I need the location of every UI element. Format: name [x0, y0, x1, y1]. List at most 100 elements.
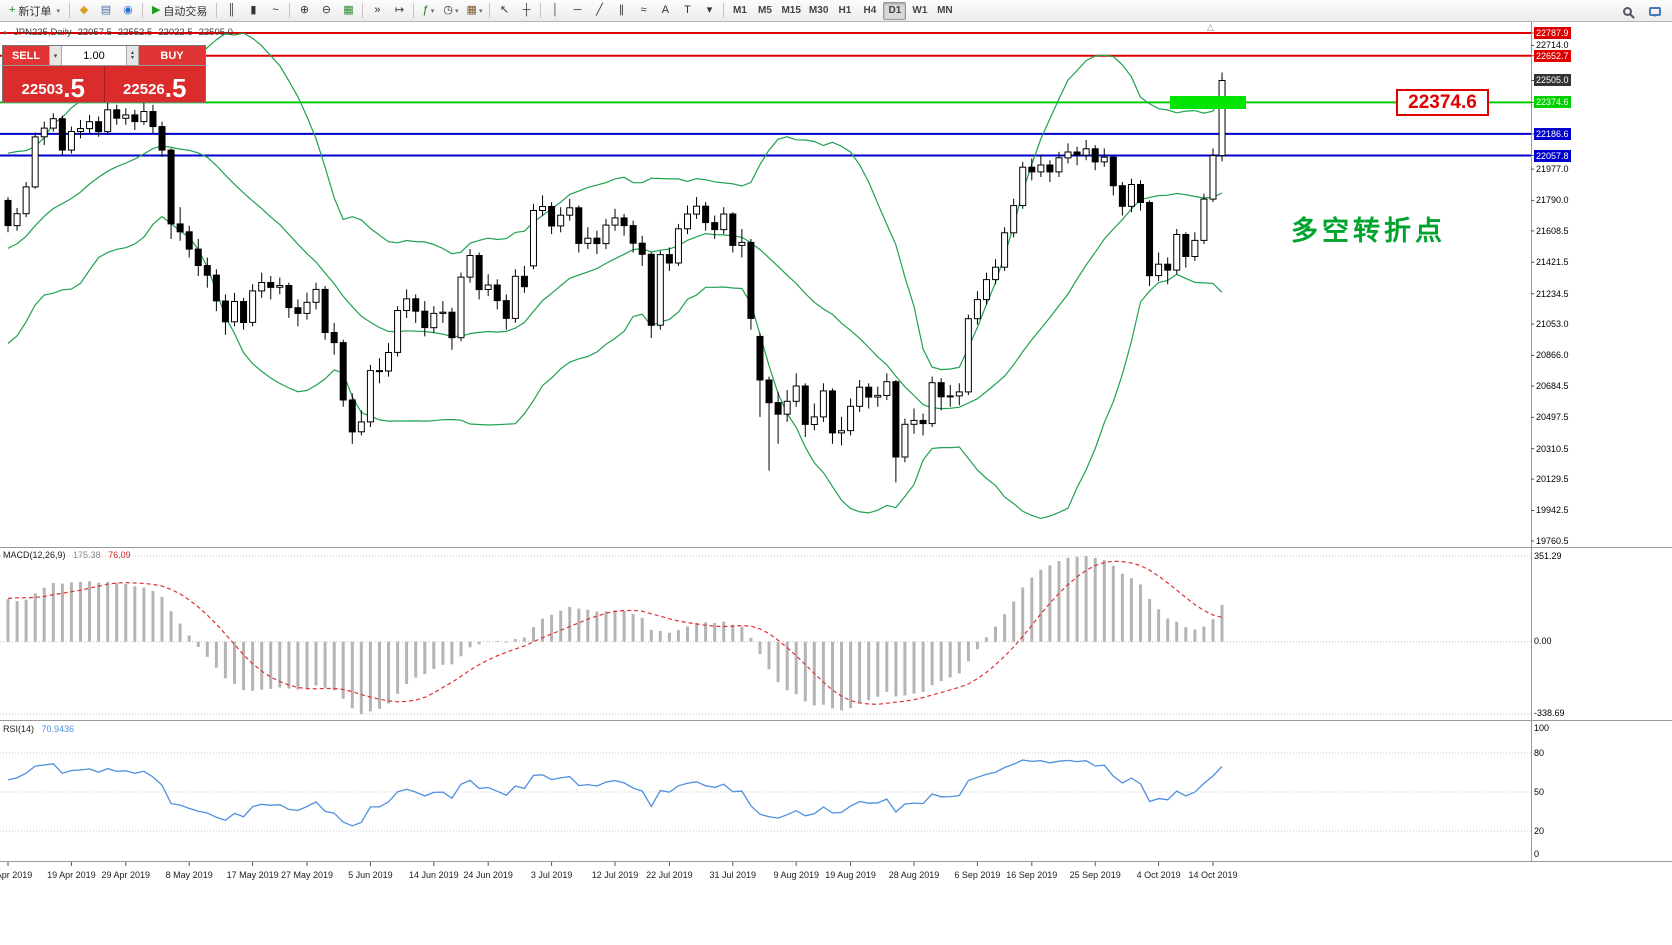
candle-body	[1155, 263, 1163, 277]
date-axis-label: 22 Jul 2019	[646, 870, 693, 880]
zoom-out-button[interactable]: ⊖	[316, 2, 336, 20]
candle-body	[838, 430, 846, 434]
crosshair-button[interactable]: ┼	[516, 2, 536, 20]
date-axis-label: 10 Apr 2019	[0, 870, 33, 880]
tile-windows-button[interactable]: ▦	[338, 2, 358, 20]
candle-body	[412, 298, 420, 312]
timeframe-mn-button[interactable]: MN	[937, 5, 953, 16]
candle-body	[629, 225, 637, 244]
candle-body	[403, 298, 411, 311]
toolbar-separator	[141, 3, 143, 18]
candle-body	[1118, 185, 1126, 207]
timeframe-h1-button[interactable]: H1	[838, 5, 852, 16]
autotrade-button[interactable]: ▶ 自动交易	[147, 2, 212, 20]
macd-signal-value: 76.09	[108, 550, 131, 560]
candle-body	[693, 205, 701, 215]
candle-body	[113, 109, 121, 119]
candle-body	[1173, 234, 1181, 271]
channel-button[interactable]: ∥	[611, 2, 631, 20]
candle-body	[711, 222, 719, 231]
candle-body	[702, 205, 710, 224]
candle-body	[294, 307, 302, 314]
candle-body	[548, 206, 556, 227]
line-chart-button[interactable]: ~	[265, 2, 285, 20]
buy-price-display[interactable]: 22526 .5	[103, 66, 206, 102]
horizontal-line-button[interactable]: ─	[567, 2, 587, 20]
candle-body	[394, 310, 402, 353]
horizontal-lines-layer	[0, 32, 1531, 157]
candle-body	[1137, 184, 1144, 203]
autotrade-button-label: 自动交易	[163, 5, 208, 18]
timeframe-m30-button[interactable]: M30	[808, 5, 829, 16]
candle-body	[502, 300, 510, 319]
one-click-prices-row: 22503 .5 22526 .5	[3, 66, 205, 102]
chart-shift-button[interactable]: ↦	[389, 2, 409, 20]
candle-body	[847, 405, 855, 432]
rsi-name: RSI(14)	[3, 724, 35, 734]
templates-button[interactable]: ▦ ▾	[464, 2, 486, 20]
candle-body	[67, 131, 75, 151]
candle-body	[385, 352, 393, 372]
auto-scroll-button[interactable]: »	[367, 2, 387, 20]
trendline-button[interactable]: ╱	[589, 2, 609, 20]
timeframe-m1-button[interactable]: M1	[733, 5, 747, 16]
community-button[interactable]	[1645, 2, 1665, 20]
date-axis-label: 27 May 2019	[280, 870, 333, 880]
market-watch-button[interactable]: ▤	[96, 2, 116, 20]
candle-body	[1046, 164, 1054, 173]
sell-price-display[interactable]: 22503 .5	[3, 66, 104, 102]
toolbar-right-group	[1616, 1, 1666, 21]
periods-button[interactable]: ◷ ▾	[440, 2, 461, 20]
candle-body	[774, 402, 782, 415]
label-icon: T	[684, 4, 691, 16]
templates-icon: ▦	[466, 4, 477, 16]
candle-body	[729, 213, 737, 246]
candle-body	[828, 390, 836, 434]
candlestick-chart-button[interactable]: ▮	[243, 2, 263, 20]
bar-chart-button[interactable]: ║	[221, 2, 241, 20]
date-axis-label: 28 Aug 2019	[888, 870, 940, 880]
sell-button[interactable]: SELL	[3, 46, 49, 65]
line-chart-icon: ~	[272, 4, 279, 16]
stepper-down-icon[interactable]: ▾	[130, 54, 134, 61]
candle-body	[647, 253, 655, 326]
stepper-up-icon[interactable]: ▴	[130, 49, 134, 56]
chart-shift-marker[interactable]: △	[1207, 22, 1214, 32]
zoom-in-button[interactable]: ⊕	[294, 2, 314, 20]
green-highlight-bar[interactable]	[1170, 96, 1246, 109]
label-button[interactable]: T	[677, 2, 697, 20]
fibonacci-button[interactable]: ≈	[633, 2, 653, 20]
candle-body	[1055, 157, 1063, 173]
candle-body	[901, 423, 909, 458]
toolbar-separator	[540, 3, 542, 18]
candle-body	[285, 285, 293, 309]
timeframe-m15-button[interactable]: M15	[781, 5, 801, 16]
candle-body	[1209, 155, 1217, 200]
candle-body	[203, 265, 211, 276]
candle-body	[801, 385, 809, 425]
text-button[interactable]: A	[655, 2, 675, 20]
buy-button[interactable]: BUY	[139, 46, 205, 65]
candles-layer	[4, 72, 1226, 483]
timeframe-d1-button[interactable]: D1	[883, 1, 907, 20]
rsi-indicator-label: RSI(14) 70.9436	[3, 724, 74, 734]
profiles-button[interactable]: ◆	[74, 2, 94, 20]
cursor-button[interactable]: ↖	[494, 2, 514, 20]
volume-dropdown-button[interactable]: ▾	[49, 46, 62, 65]
timeframe-w1-button[interactable]: W1	[912, 5, 928, 16]
timeframe-h4-button[interactable]: H4	[863, 5, 877, 16]
candle-body	[249, 290, 257, 323]
search-button[interactable]	[1617, 2, 1637, 20]
volume-input[interactable]	[62, 46, 126, 65]
new-order-button[interactable]: + 新订单 ▾	[4, 2, 65, 20]
navigator-button[interactable]: ◉	[118, 2, 138, 20]
shapes-dropdown-button[interactable]: ▾	[699, 2, 719, 20]
indicators-button[interactable]: ƒ ▾	[418, 2, 438, 20]
timeframe-m5-button[interactable]: M5	[758, 5, 772, 16]
candle-body	[892, 381, 900, 458]
candle-body	[95, 121, 103, 133]
chat-icon	[1649, 6, 1661, 17]
vertical-line-button[interactable]: │	[545, 2, 565, 20]
volume-stepper[interactable]: ▴ ▾	[126, 46, 139, 65]
